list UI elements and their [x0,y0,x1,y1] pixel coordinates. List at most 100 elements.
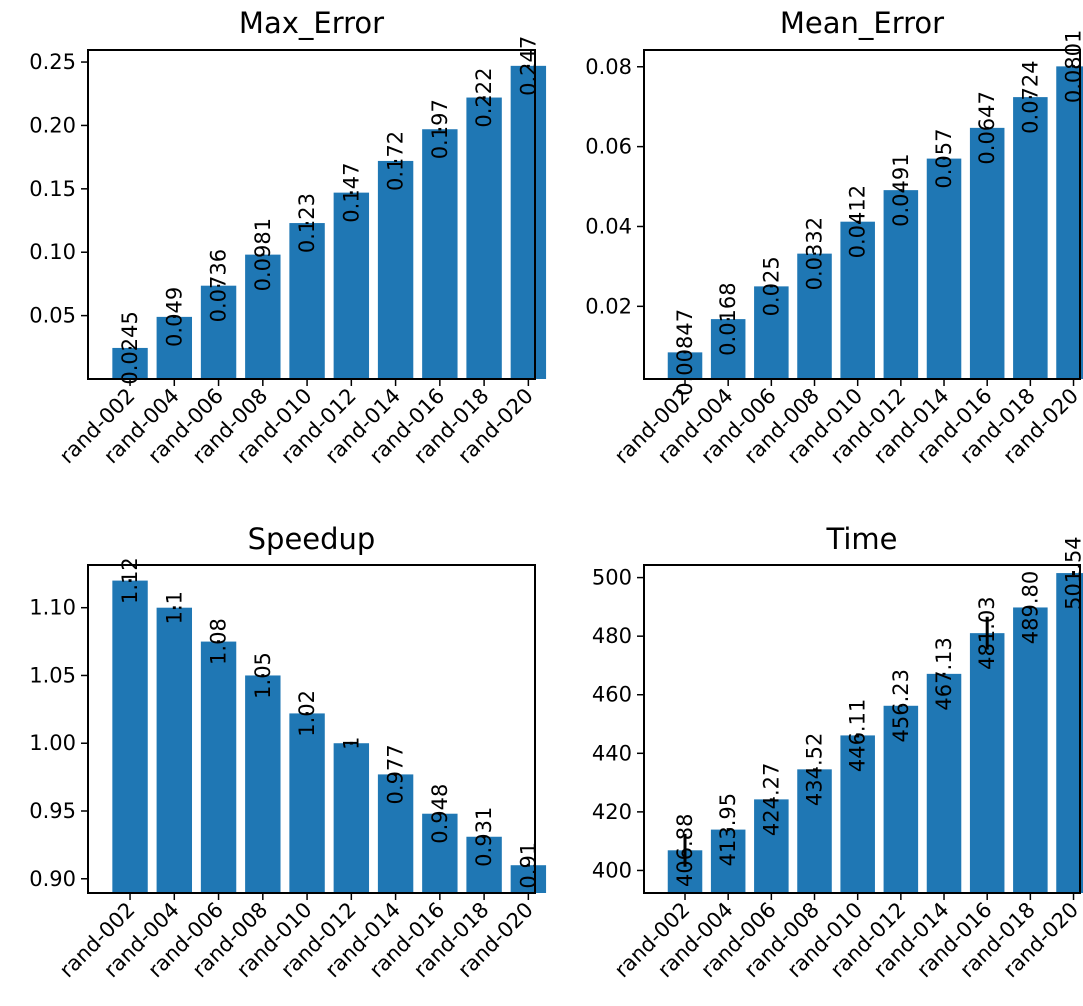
data-label: 0.0412 [846,185,870,258]
data-label: 0.0332 [803,217,827,290]
bar [926,158,962,379]
data-label: 481.03 [975,596,999,669]
bar [422,813,458,893]
bar [926,673,962,893]
data-label: 424.27 [759,763,783,836]
bar [422,129,458,379]
bar [969,127,1005,380]
bar [754,286,789,379]
data-label: 413.95 [716,793,740,866]
y-tick-label: 480 [592,624,632,648]
bar [1013,607,1048,893]
y-tick-label: 0.25 [29,50,76,74]
bar [510,65,547,380]
y-tick-label: 0.10 [29,240,76,264]
axes-frame [643,49,1081,380]
data-label: 0.057 [932,129,956,189]
bar [797,253,832,379]
y-tick-label: 400 [592,858,632,882]
data-label: 0.147 [339,163,363,223]
data-label: 0.0491 [889,153,913,226]
bar [156,607,193,893]
bar [797,769,832,893]
data-label: 0.0724 [1018,60,1042,133]
bar [333,192,370,379]
bar [112,580,148,893]
data-label: 0.0245 [118,311,142,384]
y-tick-label: 0.20 [29,113,76,137]
bar [667,352,703,379]
bar [377,774,414,893]
chart-title: Time [826,522,898,556]
data-label: 1.08 [207,618,231,665]
data-label: 0.049 [162,287,186,347]
data-label: 0.222 [472,67,496,127]
y-tick-label: 420 [592,800,632,824]
bar [1013,97,1048,379]
data-label: 0.0736 [207,249,231,322]
bar [156,316,193,379]
data-label: 0.123 [295,193,319,253]
data-label: 0.977 [384,744,408,804]
y-tick-label: 0.15 [29,177,76,201]
bar [840,221,875,379]
axes-frame [87,49,536,380]
y-tick-label: 0.08 [585,55,632,79]
data-label: 0.0168 [716,282,740,355]
bar [840,735,875,893]
bar [754,799,789,893]
chart-panel-1: Max_Error 0.0245 0.049 0.0736 0.0981 0.123 0.1… [29,6,547,468]
bar [245,675,281,893]
y-tick-label: 1.10 [29,596,76,620]
data-label: 0.0647 [975,91,999,164]
data-label: 0.931 [472,807,496,867]
bar [245,254,281,379]
bar [466,836,502,893]
chart-title: Max_Error [239,6,384,40]
y-tick-label: 0.06 [585,135,632,159]
bar [289,223,325,379]
y-tick-label: 460 [592,683,632,707]
data-label: 0.025 [759,256,783,316]
data-label: 1.1 [162,591,186,624]
data-label: 489.80 [1018,571,1042,644]
data-label: 467.13 [932,637,956,710]
data-label: 1 [339,737,363,750]
chart-title: Speedup [248,522,376,556]
data-label: 0.172 [384,131,408,191]
bar [1056,66,1083,379]
bar [200,641,237,893]
bar [289,713,325,893]
bar [333,743,370,893]
data-label: 0.247 [516,36,540,96]
data-label: 0.91 [516,842,540,889]
bar [510,865,547,893]
y-tick-label: 1.00 [29,731,76,755]
data-label: 434.52 [803,733,827,806]
bar [377,160,414,379]
y-tick-label: 0.04 [585,214,632,238]
axes-frame [87,564,536,894]
bar [112,347,148,379]
bar [710,829,746,893]
bar [466,97,502,380]
data-label: 0.948 [428,784,452,844]
bar [969,633,1005,893]
bar [883,705,919,893]
y-tick-label: 500 [592,566,632,590]
data-label: 446.11 [846,699,870,772]
y-tick-label: 0.05 [29,304,76,328]
data-label: 456.23 [889,669,913,742]
bar [710,319,746,379]
bar [1056,573,1083,893]
charts: Max_Error 0.0245 0.049 0.0736 0.0981 0.123 0.1… [29,6,1083,982]
y-tick-label: 0.02 [585,294,632,318]
data-label: 0.0981 [251,218,275,291]
y-tick-label: 440 [592,741,632,765]
y-tick-label: 1.05 [29,663,76,687]
axes-frame [643,564,1081,894]
bar [883,190,919,379]
data-label: 406.88 [673,814,697,887]
y-tick-label: 0.95 [29,799,76,823]
